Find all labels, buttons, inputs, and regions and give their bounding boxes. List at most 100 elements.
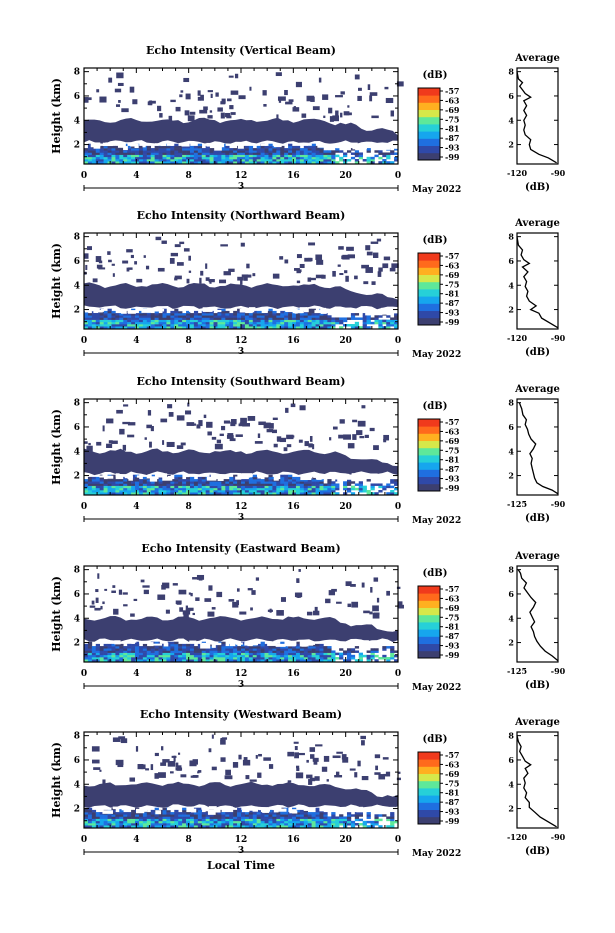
echo-speck (86, 97, 92, 101)
echo-cell (213, 490, 218, 493)
echo-cell (311, 490, 316, 493)
echo-cell (311, 820, 316, 824)
echo-cell (209, 492, 214, 495)
echo-cell (205, 485, 210, 489)
echo-cell (150, 654, 155, 658)
echo-cell (303, 487, 309, 491)
echo-cell (386, 816, 391, 819)
echo-cell (174, 143, 179, 147)
echo-speck (255, 754, 258, 759)
echo-cell (382, 487, 387, 491)
echo-cell (201, 324, 206, 327)
echo-cell (186, 492, 191, 495)
echo-cell (319, 648, 324, 651)
echo-cell (276, 326, 281, 329)
echo-cell (174, 321, 179, 325)
echo-cell (142, 490, 148, 493)
echo-cell (138, 326, 144, 329)
echo-cell (244, 156, 250, 160)
echo-cell (292, 483, 297, 486)
echo-speck (122, 260, 129, 264)
echo-cell (307, 313, 312, 316)
echo-cell (229, 319, 234, 323)
echo-speck (383, 438, 387, 443)
echo-cell (95, 652, 100, 656)
echo-cell (390, 818, 395, 822)
echo-cell (260, 324, 265, 327)
echo-cell (233, 485, 238, 489)
echo-cell (123, 479, 128, 482)
echo-cell (189, 492, 195, 495)
echo-cell (292, 823, 297, 826)
echo-cell (244, 646, 250, 649)
echo-cell (87, 816, 93, 819)
echo-cell (174, 326, 179, 329)
echo-cell (244, 159, 250, 162)
echo-cell (225, 161, 230, 164)
echo-gap (285, 307, 295, 313)
echo-speck (198, 420, 203, 427)
echo-cell (174, 317, 179, 320)
echo-speck (85, 264, 88, 271)
echo-cell (178, 812, 183, 815)
echo-cell (260, 161, 265, 164)
echo-cell (119, 648, 124, 651)
echo-cell (84, 820, 89, 824)
echo-cell (95, 823, 100, 826)
echo-gap (115, 473, 120, 478)
echo-cell (350, 487, 356, 491)
colorbar-swatch (418, 426, 440, 434)
echo-cell (103, 650, 108, 653)
echo-speck (230, 90, 239, 95)
echo-cell (264, 659, 269, 662)
echo-cell (244, 485, 250, 489)
echo-cell (221, 492, 226, 495)
colorbar-tick-label: -63 (445, 260, 460, 270)
colorbar-tick-label: -81 (445, 124, 459, 134)
echo-speck (228, 599, 235, 602)
echo-speck (383, 256, 391, 261)
echo-cell (150, 156, 155, 160)
echo-speck (309, 436, 313, 442)
echo-cell (174, 161, 179, 164)
echo-cell (197, 479, 203, 482)
echo-cell (84, 809, 89, 813)
echo-speck (122, 421, 130, 425)
echo-cell (174, 474, 179, 478)
echo-cell (276, 816, 281, 819)
echo-cell (252, 492, 257, 495)
echo-cell (252, 476, 257, 480)
echo-cell (166, 825, 171, 828)
echo-cell (209, 643, 214, 647)
echo-cell (292, 161, 297, 164)
echo-speck (294, 268, 300, 271)
echo-cell (315, 820, 320, 824)
colorbar-swatch (418, 116, 440, 125)
echo-cell (170, 310, 175, 314)
echo-cell (303, 315, 309, 318)
echo-cell (209, 814, 214, 817)
echo-cell (323, 485, 328, 489)
echo-cell (280, 474, 285, 478)
echo-cell (99, 823, 104, 826)
echo-cell (229, 814, 234, 817)
echo-cell (229, 313, 234, 316)
echo-speck (254, 441, 263, 444)
echo-speck (369, 611, 373, 615)
echo-cell (193, 161, 199, 164)
echo-speck (161, 746, 164, 751)
echo-speck (167, 404, 173, 409)
echo-gap (202, 809, 209, 812)
echo-gap (244, 642, 253, 646)
echo-cell (295, 321, 301, 325)
echo-cell (260, 492, 265, 495)
echo-cell (150, 487, 155, 491)
echo-cell (142, 814, 148, 817)
echo-cell (307, 483, 312, 486)
echo-cell (390, 161, 395, 164)
echo-cell (390, 654, 395, 658)
echo-cell (135, 161, 140, 164)
avg-y-tick-label: 4 (508, 779, 514, 789)
echo-cell (303, 154, 309, 158)
